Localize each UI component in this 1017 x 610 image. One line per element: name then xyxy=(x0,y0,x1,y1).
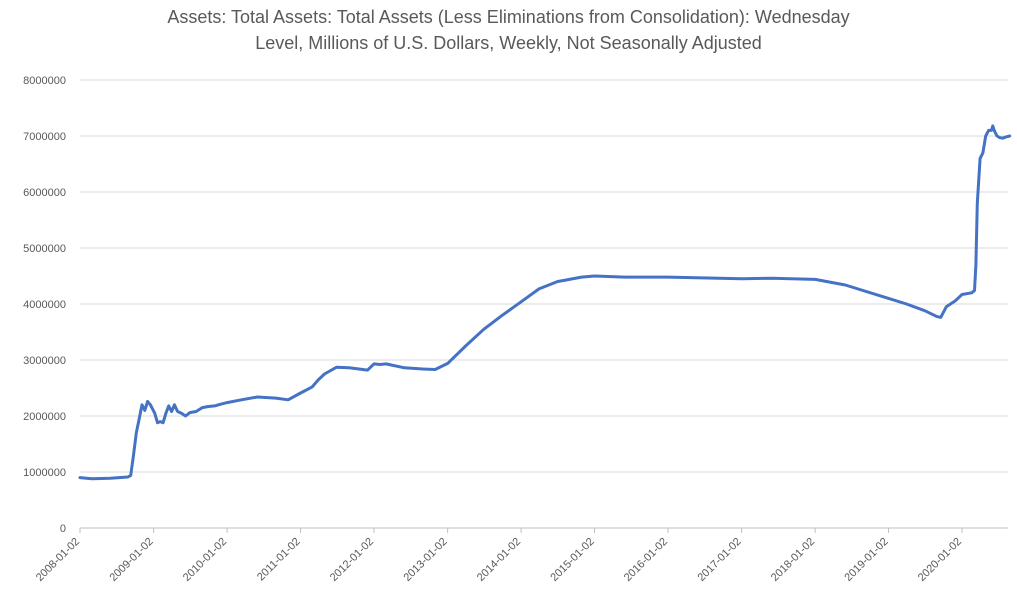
gridlines xyxy=(80,79,1008,529)
x-tick-label: 2009-01-02 xyxy=(107,536,155,584)
chart-title-line-2: Level, Millions of U.S. Dollars, Weekly,… xyxy=(255,33,762,53)
chart-title: Assets: Total Assets: Total Assets (Less… xyxy=(0,4,1017,56)
y-tick-label: 4000000 xyxy=(23,299,66,311)
x-axis-ticks: 2008-01-02 2009-01-02 2010-01-02 2011-01-02… xyxy=(34,528,964,584)
series-group xyxy=(78,124,1012,481)
x-tick-label: 2017-01-02 xyxy=(695,536,743,584)
chart-title-line-1: Assets: Total Assets: Total Assets (Less… xyxy=(167,7,850,27)
x-tick-label: 2016-01-02 xyxy=(622,536,670,584)
x-tick-label: 2014-01-02 xyxy=(475,536,523,584)
x-tick-label: 2018-01-02 xyxy=(769,536,817,584)
x-tick-label: 2015-01-02 xyxy=(548,536,596,584)
x-tick-label: 2011-01-02 xyxy=(255,536,303,584)
x-tick-label: 2019-01-02 xyxy=(842,536,890,584)
x-tick-label: 2020-01-02 xyxy=(916,536,964,584)
series-line xyxy=(78,124,1012,481)
y-tick-label: 7000000 xyxy=(23,131,66,143)
y-tick-label: 8000000 xyxy=(23,75,66,87)
y-tick-label: 0 xyxy=(60,523,66,535)
x-tick-label: 2008-01-02 xyxy=(34,536,82,584)
x-tick-label: 2010-01-02 xyxy=(181,536,229,584)
y-tick-label: 6000000 xyxy=(23,187,66,199)
x-tick-label: 2012-01-02 xyxy=(328,536,376,584)
y-tick-label: 5000000 xyxy=(23,243,66,255)
y-tick-label: 3000000 xyxy=(23,355,66,367)
y-tick-label: 1000000 xyxy=(23,467,66,479)
x-tick-label: 2013-01-02 xyxy=(401,536,449,584)
y-axis-ticks: 0 1000000 2000000 3000000 4000000 5000000 6000… xyxy=(23,75,66,535)
y-tick-label: 2000000 xyxy=(23,411,66,423)
